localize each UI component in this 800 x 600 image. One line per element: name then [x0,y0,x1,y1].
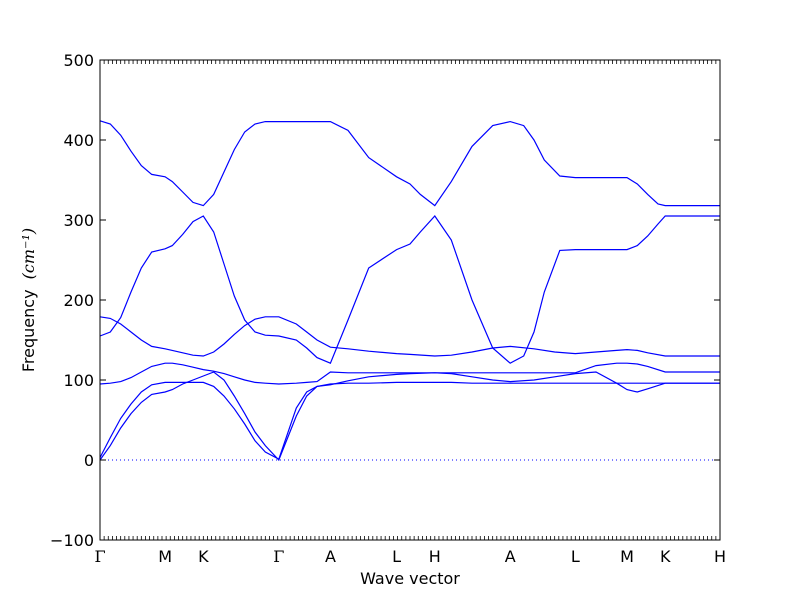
x-tick-label: A [325,547,336,566]
y-axis-unit: (cm⁻¹) [19,228,38,279]
band-line-4 [99,362,720,385]
x-tick-label: L [392,547,401,566]
y-tick-label: 100 [63,371,94,390]
band-line-6 [99,371,720,462]
y-tick-label: 400 [63,131,94,150]
y-tick-label: 300 [63,211,94,230]
plot-frame [99,59,721,541]
y-axis-title: Frequency (cm⁻¹) [19,228,38,372]
y-tick-label: 200 [63,291,94,310]
band-line-2 [99,215,720,364]
x-tick-label: L [571,547,580,566]
x-tick-label: M [620,547,634,566]
x-tick-label: K [660,547,671,566]
x-axis-title: Wave vector [360,569,460,588]
band-line-3 [99,316,720,357]
x-tick-label: H [714,547,726,566]
y-axis-title-text: Frequency [19,289,38,372]
y-tick-label: −100 [50,531,94,550]
x-tick-label: H [429,547,441,566]
x-tick-label: A [505,547,516,566]
x-tick-label: K [198,547,209,566]
x-tick-label: Γ [94,547,105,566]
series-layer [99,120,720,462]
x-tick-label: Γ [273,547,284,566]
x-tick-label: M [158,547,172,566]
y-tick-labels: −100 0 100 200 300 400 500 [50,51,94,550]
y-tick-label: 500 [63,51,94,70]
plot-background [100,60,720,540]
y-tick-label: 0 [84,451,94,470]
band-line-1 [99,120,720,207]
minor-ticks [99,60,721,540]
